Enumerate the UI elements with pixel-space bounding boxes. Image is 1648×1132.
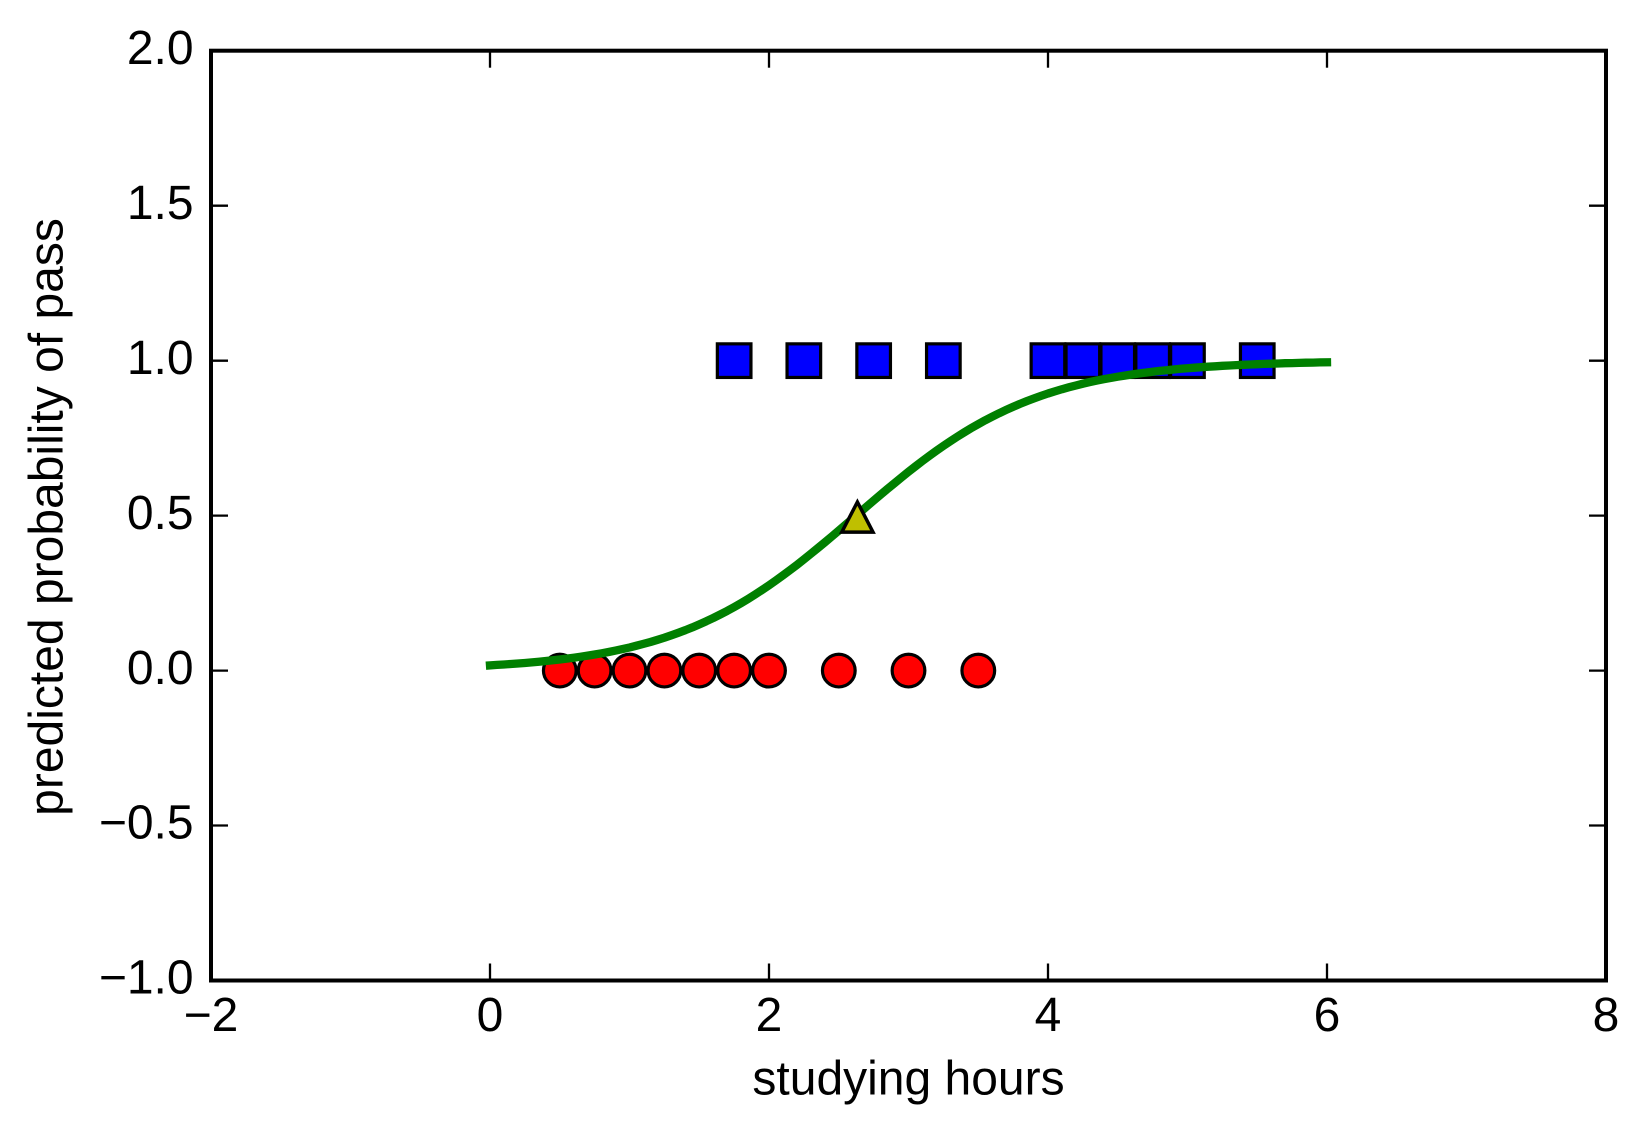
svg-text:studying hours: studying hours [752,1053,1064,1106]
svg-text:1.0: 1.0 [127,332,194,385]
svg-text:0.0: 0.0 [127,642,194,695]
svg-text:0.5: 0.5 [127,487,194,540]
svg-text:−1.0: −1.0 [99,952,194,1005]
svg-text:2.0: 2.0 [127,22,194,75]
svg-text:8: 8 [1593,989,1620,1042]
svg-text:4: 4 [1035,989,1062,1042]
svg-text:0: 0 [477,989,504,1042]
svg-text:−0.5: −0.5 [99,797,194,850]
svg-text:1.5: 1.5 [127,177,194,230]
svg-text:predicted probability of pass: predicted probability of pass [20,218,73,816]
svg-text:−2: −2 [184,989,239,1042]
svg-text:2: 2 [756,989,783,1042]
svg-text:6: 6 [1314,989,1341,1042]
